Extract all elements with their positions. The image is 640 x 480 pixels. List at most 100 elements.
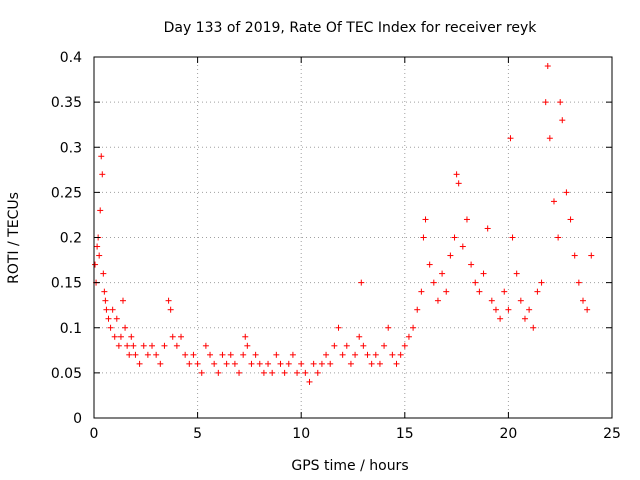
data-point	[96, 252, 103, 259]
data-point	[265, 360, 272, 367]
data-point	[223, 360, 230, 367]
data-point	[439, 270, 446, 277]
data-point	[136, 360, 143, 367]
data-point	[385, 324, 392, 331]
data-point	[480, 270, 487, 277]
data-point	[331, 342, 338, 349]
data-point	[240, 351, 247, 358]
data-point	[236, 369, 243, 376]
y-tick-label: 0.4	[60, 50, 82, 66]
data-point	[105, 315, 112, 322]
data-point	[165, 297, 172, 304]
data-point	[318, 360, 325, 367]
x-tick-label: 15	[396, 426, 414, 442]
data-point	[420, 234, 427, 241]
y-tick-label: 0	[73, 411, 82, 427]
y-tick-label: 0.35	[51, 95, 82, 111]
data-point	[468, 261, 475, 268]
data-point	[472, 279, 479, 286]
data-point	[430, 279, 437, 286]
y-tick-label: 0.3	[60, 140, 82, 156]
data-point	[273, 351, 280, 358]
data-point	[103, 306, 110, 313]
data-point	[555, 234, 562, 241]
data-point	[242, 333, 249, 340]
data-point	[302, 369, 309, 376]
data-point	[294, 369, 301, 376]
data-point	[364, 351, 371, 358]
data-point	[492, 306, 499, 313]
data-point	[376, 360, 383, 367]
y-tick-label: 0.15	[51, 276, 82, 292]
data-point	[414, 306, 421, 313]
data-point	[94, 243, 101, 250]
data-point	[149, 342, 156, 349]
data-point	[99, 171, 106, 178]
data-point	[207, 351, 214, 358]
data-point	[488, 297, 495, 304]
data-point	[306, 378, 313, 385]
data-point	[521, 315, 528, 322]
data-point	[248, 360, 255, 367]
data-point	[567, 216, 574, 223]
data-point	[122, 324, 129, 331]
data-point	[459, 243, 466, 250]
data-point	[130, 342, 137, 349]
data-point	[140, 342, 147, 349]
data-point	[190, 351, 197, 358]
data-point	[405, 333, 412, 340]
data-point	[102, 297, 109, 304]
data-point	[372, 351, 379, 358]
data-points	[92, 63, 595, 385]
data-point	[211, 360, 218, 367]
data-point	[455, 180, 462, 187]
data-point	[575, 279, 582, 286]
data-point	[559, 117, 566, 124]
data-point	[314, 369, 321, 376]
data-point	[352, 351, 359, 358]
data-point	[120, 297, 127, 304]
data-point	[178, 333, 185, 340]
data-point	[356, 333, 363, 340]
data-point	[526, 306, 533, 313]
data-point	[476, 288, 483, 295]
data-point	[198, 369, 205, 376]
data-point	[231, 360, 238, 367]
axis-ticks: 0 5 10 15 20 25 0 0.05 0.1 0.15 0.2 0.25 0.3 0.35 0.4	[51, 50, 621, 442]
data-point	[550, 198, 557, 205]
data-point	[501, 288, 508, 295]
data-point	[161, 342, 168, 349]
data-point	[111, 333, 118, 340]
data-point	[497, 315, 504, 322]
data-point	[557, 99, 564, 106]
data-point	[113, 315, 120, 322]
data-point	[269, 369, 276, 376]
chart-title: Day 133 of 2019, Rate Of TEC Index for r…	[164, 20, 538, 36]
data-point	[397, 351, 404, 358]
data-point	[381, 342, 388, 349]
data-point	[343, 342, 350, 349]
data-point	[422, 216, 429, 223]
data-point	[505, 306, 512, 313]
data-point	[401, 342, 408, 349]
data-point	[101, 288, 108, 295]
data-point	[507, 135, 514, 142]
x-tick-label: 25	[603, 426, 621, 442]
data-point	[451, 234, 458, 241]
data-point	[277, 360, 284, 367]
data-point	[117, 333, 124, 340]
data-point	[358, 279, 365, 286]
x-axis-label: GPS time / hours	[291, 458, 408, 474]
data-point	[173, 342, 180, 349]
data-point	[513, 270, 520, 277]
x-tick-label: 10	[292, 426, 310, 442]
data-point	[124, 342, 131, 349]
data-point	[538, 279, 545, 286]
data-point	[128, 333, 135, 340]
data-point	[360, 342, 367, 349]
data-point	[244, 342, 251, 349]
data-point	[434, 297, 441, 304]
data-point	[323, 351, 330, 358]
data-point	[544, 63, 551, 70]
data-point	[132, 351, 139, 358]
